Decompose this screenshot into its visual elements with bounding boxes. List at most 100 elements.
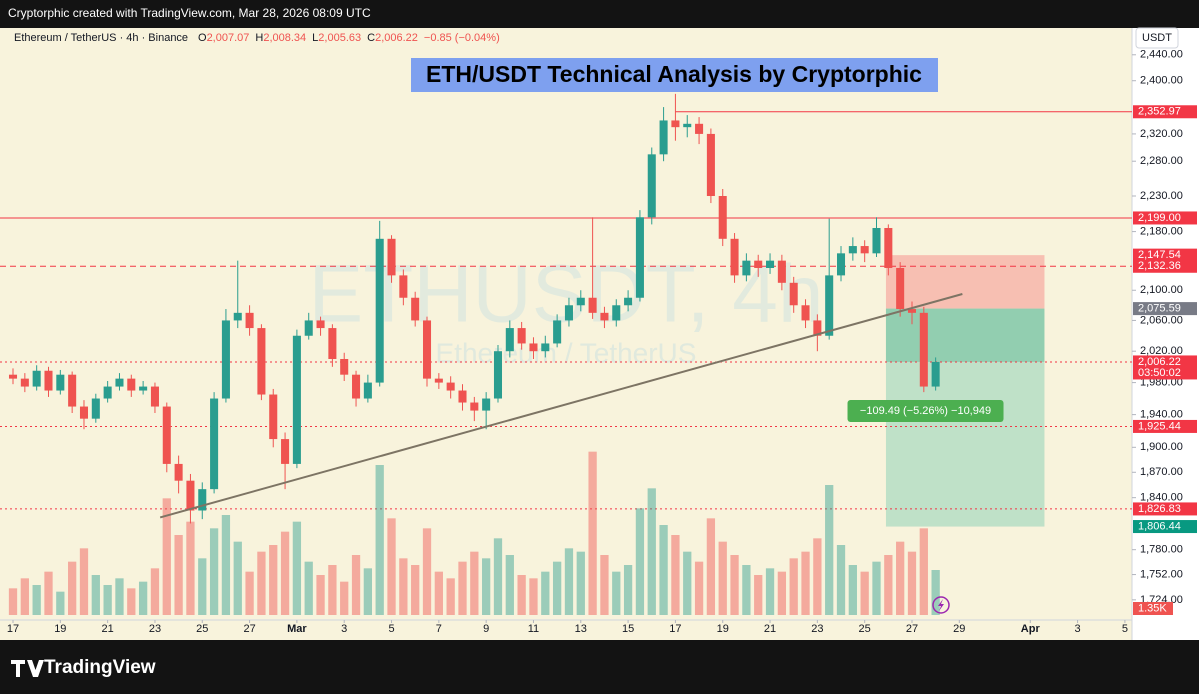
volume-bar xyxy=(8,588,18,615)
ohlc-value: 2,008.34 xyxy=(263,32,306,44)
volume-bar xyxy=(564,548,574,615)
candle-body xyxy=(529,343,538,352)
y-tick-label: 2,400.00 xyxy=(1140,75,1183,87)
candle-body xyxy=(387,238,396,276)
x-tick-label: Mar xyxy=(287,623,307,635)
volume-bar xyxy=(825,485,834,615)
volume-bar xyxy=(292,521,302,615)
volume-bar xyxy=(742,565,751,615)
volume-bar xyxy=(387,518,396,615)
x-tick-label: 27 xyxy=(906,623,918,635)
alert-icon-bolt xyxy=(938,599,944,611)
volume-bar xyxy=(600,555,609,615)
x-tick-label: 3 xyxy=(1075,623,1081,635)
volume-bar xyxy=(683,551,692,615)
ohlc-key: C xyxy=(367,32,375,44)
candle-body xyxy=(269,394,278,440)
volume-bar xyxy=(576,551,585,615)
candle-body xyxy=(304,320,313,336)
candle-body xyxy=(907,309,917,313)
candle-body xyxy=(553,320,562,344)
volume-bar xyxy=(198,558,207,615)
price-label-box xyxy=(1133,520,1197,534)
volume-bar xyxy=(91,575,100,615)
candle-body xyxy=(68,374,77,407)
candle-body xyxy=(766,260,775,268)
candle-body xyxy=(139,386,148,391)
candle-body xyxy=(659,120,668,155)
candle-body xyxy=(186,480,195,511)
x-tick-label: 7 xyxy=(436,623,442,635)
candle-body xyxy=(91,398,100,419)
volume-bar xyxy=(257,551,266,615)
candle-body xyxy=(825,275,834,336)
candle-body xyxy=(103,386,112,399)
candle-body xyxy=(446,382,455,391)
y-tick-label: 2,180.00 xyxy=(1140,225,1183,237)
candle-body xyxy=(541,343,550,352)
price-label-box xyxy=(1133,302,1197,316)
ohlc-key: H xyxy=(255,32,263,44)
candle-body xyxy=(20,378,29,387)
candle-body xyxy=(210,398,219,490)
volume-bar xyxy=(671,535,680,615)
candle-body xyxy=(434,378,443,383)
volume-bar xyxy=(411,565,420,615)
candle-body xyxy=(671,120,680,128)
price-label-box xyxy=(1133,248,1197,262)
candle-body xyxy=(257,328,266,395)
volume-bar xyxy=(647,488,656,615)
alert-icon[interactable] xyxy=(932,596,950,614)
x-tick-label: 21 xyxy=(102,623,114,635)
candle-body xyxy=(328,328,337,359)
candle-body xyxy=(718,196,727,239)
volume-bar xyxy=(328,565,337,615)
candle-body xyxy=(422,320,432,379)
change: −0.85 (−0.04%) xyxy=(424,32,500,44)
volume-bar xyxy=(529,578,538,615)
candle-body xyxy=(884,227,893,268)
volume-bar xyxy=(245,571,254,615)
price-label: 1,826.83 xyxy=(1138,503,1181,515)
price-label: 2,006.22 xyxy=(1138,356,1181,368)
y-tick-label: 2,060.00 xyxy=(1140,314,1183,326)
x-tick-label: 23 xyxy=(811,623,823,635)
price-label: 2,352.97 xyxy=(1138,106,1181,118)
ohlc-value: 2,006.22 xyxy=(375,32,418,44)
y-tick-label: 2,020.00 xyxy=(1140,345,1183,357)
volume-bar xyxy=(233,541,242,615)
y-tick-label: 2,320.00 xyxy=(1140,128,1183,140)
y-tick-label: 1,900.00 xyxy=(1140,441,1183,453)
candle-body xyxy=(115,378,124,387)
y-tick-label: 1,980.00 xyxy=(1140,376,1183,388)
volume-bar xyxy=(458,561,467,615)
volume-bar xyxy=(552,561,562,615)
candle-body xyxy=(872,227,881,254)
candle-body xyxy=(600,312,609,321)
x-tick-label: 19 xyxy=(54,623,66,635)
candle-body xyxy=(127,378,136,391)
volume-bar xyxy=(32,585,41,615)
candle-body xyxy=(505,328,514,352)
candle-body xyxy=(789,282,798,306)
brand: TradingView xyxy=(44,657,156,678)
volume-bar xyxy=(931,570,940,615)
candle-body xyxy=(375,238,384,383)
watermark-name: Ethereum / TetherUS xyxy=(436,337,697,368)
title-box xyxy=(411,58,938,92)
volume-bar xyxy=(103,585,112,615)
volume-bar xyxy=(150,568,160,615)
volume-bar xyxy=(848,565,857,615)
volume-bar xyxy=(659,525,668,615)
price-label-box xyxy=(1133,355,1197,380)
price-label-box xyxy=(1133,259,1197,273)
volume-bar xyxy=(434,571,443,615)
price-label-box xyxy=(1133,502,1197,516)
candle-body xyxy=(399,275,408,298)
pnl-box xyxy=(847,400,1004,422)
candle-body xyxy=(635,217,644,298)
volume-bar xyxy=(884,555,893,615)
volume-bar xyxy=(138,581,148,615)
currency-box[interactable] xyxy=(1135,27,1179,49)
